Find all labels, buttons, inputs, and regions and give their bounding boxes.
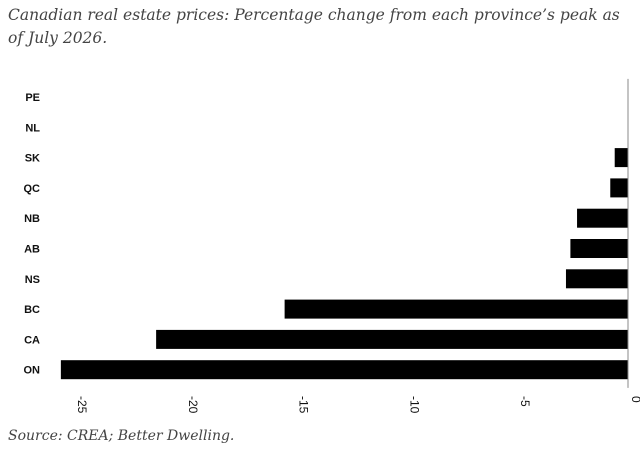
bar-qc — [610, 178, 628, 198]
bar-on — [60, 360, 629, 380]
bar-nb — [577, 208, 628, 228]
x-tick-label: -15 — [297, 396, 311, 414]
x-tick-labels-group: -25 -20 -15 -10 -5 0 — [75, 396, 640, 414]
category-label-sk: SK — [25, 153, 40, 165]
x-tick-label: -25 — [75, 396, 89, 414]
category-label-on: ON — [24, 365, 41, 377]
x-tick-label: -5 — [518, 396, 532, 407]
category-label-ca: CA — [24, 334, 40, 346]
x-tick-label: 0 — [629, 396, 640, 403]
bar-sk — [614, 148, 628, 168]
category-label-ns: NS — [25, 274, 40, 286]
category-label-nb: NB — [24, 213, 40, 225]
bar-bc — [284, 299, 628, 319]
bar-ca — [156, 329, 628, 349]
bar-ns — [565, 269, 628, 289]
category-label-nl: NL — [25, 122, 40, 134]
bars-group — [60, 148, 629, 380]
category-label-pe: PE — [25, 92, 40, 104]
x-tick-label: -20 — [186, 396, 200, 414]
chart-title: Canadian real estate prices: Percentage … — [8, 6, 620, 47]
category-labels-group: PE NL SK QC NB AB NS BC CA ON — [24, 92, 41, 377]
x-tick-label: -10 — [407, 396, 421, 414]
category-label-bc: BC — [24, 304, 40, 316]
category-label-ab: AB — [24, 244, 40, 256]
bar-ab — [570, 239, 628, 258]
category-label-qc: QC — [24, 183, 41, 195]
source-note: Source: CREA; Better Dwelling. — [8, 428, 235, 444]
